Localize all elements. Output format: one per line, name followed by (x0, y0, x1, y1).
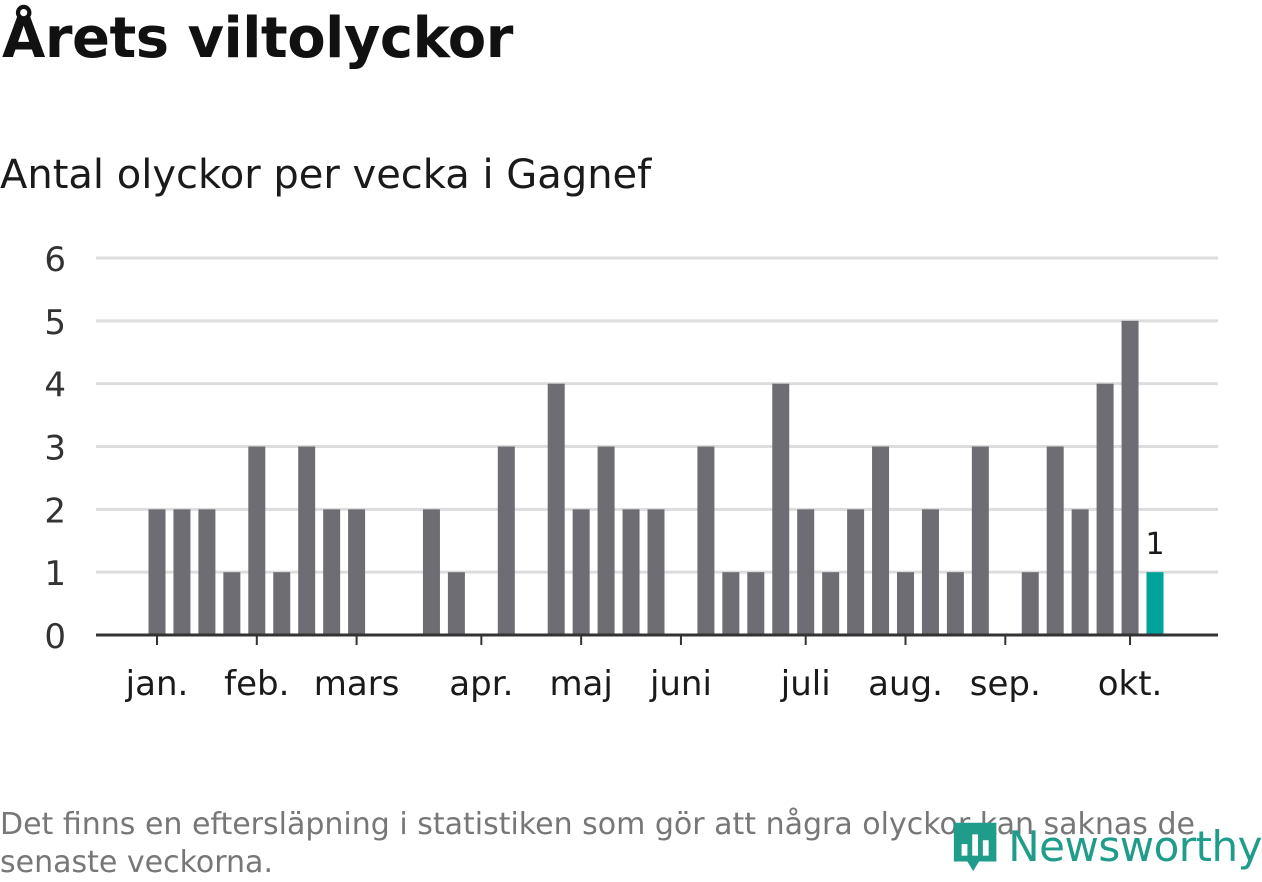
month-label: apr. (449, 664, 513, 704)
bar (722, 572, 740, 635)
month-label: jan. (125, 664, 189, 704)
bar-latest-week (1146, 572, 1164, 635)
bar (273, 572, 291, 635)
bar (572, 509, 590, 635)
y-tick-label: 3 (44, 429, 66, 469)
bar (872, 446, 890, 635)
month-label: maj (549, 664, 612, 704)
bar (822, 572, 840, 635)
chart-title: Årets viltolyckor (2, 6, 513, 71)
month-label: okt. (1098, 664, 1163, 704)
bar (847, 509, 865, 635)
bar (323, 509, 341, 635)
bar (1071, 509, 1089, 635)
y-axis-ticks: 0 1 2 3 4 5 6 (44, 240, 66, 657)
bar (298, 446, 316, 635)
bar (971, 446, 989, 635)
chart-subtitle: Antal olyckor per vecka i Gagnef (0, 152, 652, 198)
bar (1096, 383, 1114, 635)
bar (946, 572, 964, 635)
bar (897, 572, 914, 635)
y-tick-label: 5 (44, 303, 66, 343)
bar (772, 383, 790, 635)
bar (797, 509, 815, 635)
bar (921, 509, 939, 635)
bar (747, 572, 765, 635)
month-label: sep. (970, 664, 1041, 704)
bar (348, 509, 366, 635)
bar (173, 509, 191, 635)
month-label: juni (649, 664, 712, 704)
bar (248, 446, 266, 635)
bar (223, 572, 241, 635)
month-label: mars (314, 664, 400, 704)
y-tick-label: 2 (44, 491, 66, 531)
bar (647, 509, 665, 635)
bar (597, 446, 615, 635)
bar-chart: 0 1 2 3 4 5 6 jan. feb. mars apr. maj juni juli aug. s… (44, 240, 1218, 704)
bar (447, 572, 465, 635)
bar (622, 509, 640, 635)
bar (1046, 446, 1064, 635)
y-tick-label: 6 (44, 240, 66, 280)
newsworthy-logo: Newsworthy (950, 814, 1262, 878)
bars (148, 320, 1164, 635)
y-tick-label: 1 (44, 554, 66, 594)
bar (148, 509, 166, 635)
bar (697, 446, 715, 635)
y-tick-label: 4 (44, 366, 66, 406)
bar (547, 383, 565, 635)
bar (198, 509, 216, 635)
bar (497, 446, 515, 635)
bar (422, 509, 440, 635)
bar (1121, 320, 1139, 635)
y-tick-label: 0 (44, 617, 66, 657)
logo-text: Newsworthy (1008, 821, 1262, 871)
month-label: feb. (224, 664, 289, 704)
data-labels: 1 (1145, 527, 1164, 562)
month-label: juli (780, 664, 831, 704)
bar (1021, 572, 1039, 635)
x-axis-ticks: jan. feb. mars apr. maj juni juli aug. sep. okt. (125, 635, 1163, 704)
data-label-latest: 1 (1145, 527, 1164, 562)
month-label: aug. (868, 664, 943, 704)
newsworthy-logo-icon (953, 822, 997, 872)
